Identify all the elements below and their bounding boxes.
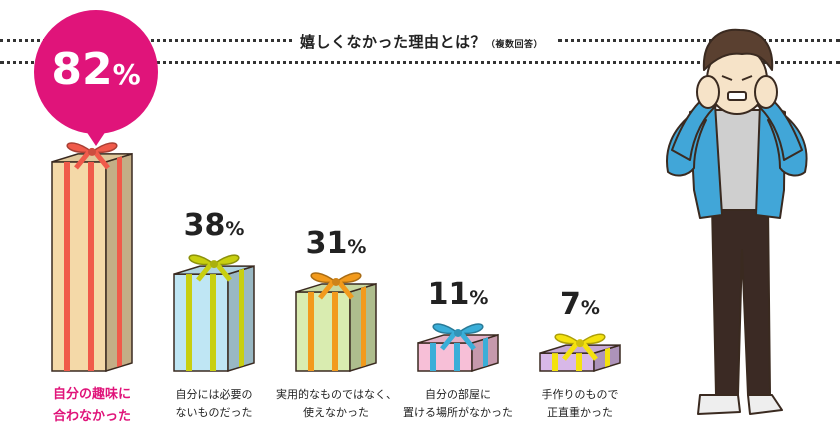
bar-ribbon-a-3 [308, 291, 314, 371]
highlight-bubble [34, 10, 158, 134]
bar-bow-knot-4 [454, 328, 462, 337]
bar-bow-right-4 [456, 323, 484, 335]
bar-ribbon-b-1 [88, 161, 94, 371]
bar-bow-knot-5 [576, 339, 584, 348]
bar-3 [295, 291, 351, 372]
bar-bow-knot-1 [88, 147, 96, 156]
man-gritted-teeth [727, 91, 747, 101]
category-label-3: 実用的なものではなく、 使えなかった [276, 388, 397, 419]
title-bottom-dotted-line [0, 61, 840, 64]
bar-bow-left-1 [66, 142, 94, 154]
bar-bow-tails-1 [74, 150, 110, 170]
category-label-4: 自分の部屋に 置ける場所がなかった [403, 388, 513, 419]
man-hair [702, 28, 774, 71]
bar-bow-right-3 [334, 272, 362, 284]
bar-ribbon-b-3 [332, 291, 338, 371]
value-label-1: 82% [51, 44, 141, 95]
category-label-2: 自分には必要の ないものだった [175, 388, 253, 419]
bar-bow-left-5 [554, 333, 582, 345]
bar-ribbon-b-5 [576, 353, 582, 371]
bar-bow-left-3 [310, 272, 338, 284]
value-label-3: 31% [305, 225, 367, 261]
bar-ribbon-a-1 [64, 161, 70, 371]
bar-ribbon-a-4 [430, 342, 436, 371]
value-label-5: 7% [560, 287, 600, 323]
man-left-hand [696, 75, 720, 109]
bar-ribbon-a-2 [186, 274, 192, 371]
category-label-5: 手作りのもので 正直重かった [541, 388, 619, 419]
category-label-1: 自分の趣味に 合わなかった [52, 387, 131, 424]
bar-bow-knot-2 [210, 260, 218, 269]
bar-bow-knot-3 [332, 277, 340, 286]
bar-bow-tails-5 [562, 341, 598, 361]
bar-1 [51, 161, 107, 372]
bar-bow-tails-4 [440, 331, 476, 351]
chart-title-note: （複数回答） [486, 40, 544, 50]
highlight-bubble-pointer [84, 128, 108, 146]
chart-title: 嬉しくなかった理由とは？（複数回答） [300, 31, 543, 52]
man-squinting-eyes [721, 75, 753, 81]
bar-bow-right-5 [578, 333, 606, 345]
bar-ribbon-side-3 [361, 286, 366, 368]
bar-ribbon-a-5 [552, 353, 558, 371]
bar-bow-tails-2 [196, 262, 232, 282]
bar-ribbon-side-5 [605, 347, 610, 367]
chart-title-text: 嬉しくなかった理由とは？ [300, 33, 487, 51]
title-right-dotted-line [558, 39, 840, 42]
bar-bow-left-2 [188, 254, 216, 266]
bar-bow-left-4 [432, 323, 460, 335]
bar-ribbon-b-4 [454, 342, 460, 371]
bar-bow-tails-3 [318, 280, 354, 300]
bar-bow-right-2 [212, 254, 240, 266]
value-label-4: 11% [427, 276, 489, 312]
bar-2 [173, 273, 229, 372]
bar-ribbon-b-2 [210, 274, 216, 371]
value-label-2: 38% [183, 208, 245, 244]
man-left-shoe [697, 394, 741, 415]
bar-bow-right-1 [90, 142, 118, 154]
man-right-hand [754, 75, 778, 109]
man-pants [711, 204, 771, 396]
bar-ribbon-side-1 [117, 156, 122, 367]
bar-ribbon-side-4 [483, 337, 488, 368]
man-right-shoe [747, 394, 783, 415]
bar-ribbon-side-2 [239, 268, 244, 368]
